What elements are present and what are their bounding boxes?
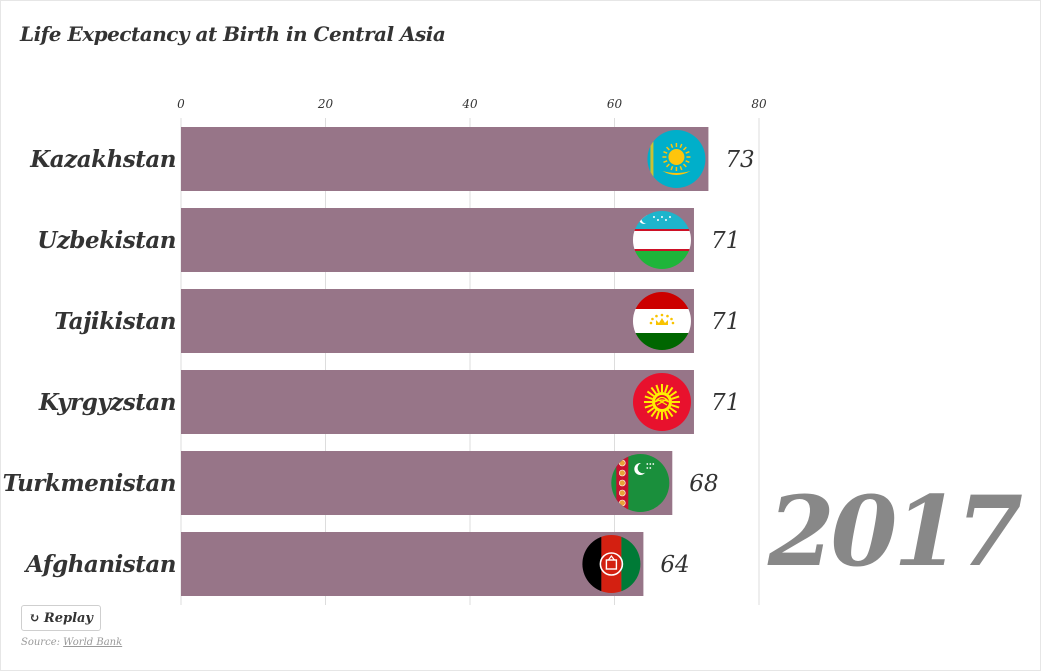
source-prefix: Source:: [21, 637, 60, 648]
year-label: 2017: [767, 475, 1023, 588]
x-tick-label: 80: [751, 97, 767, 111]
category-label: Afghanistan: [24, 551, 176, 578]
category-label: Turkmenistan: [3, 470, 176, 497]
x-tick-label: 60: [607, 97, 623, 111]
replay-icon: ↻: [29, 610, 40, 626]
source-note: Source: World Bank: [21, 637, 122, 648]
tajikistan-flag-icon: [632, 292, 691, 350]
category-label: Tajikistan: [54, 308, 176, 335]
category-label: Kyrgyzstan: [38, 389, 176, 416]
value-label: 71: [711, 390, 740, 416]
category-label: Kazakhstan: [29, 146, 176, 173]
category-label: Uzbekistan: [37, 227, 176, 254]
bar: [181, 208, 694, 272]
kazakhstan-flag-icon: [647, 130, 706, 188]
bar: [181, 289, 694, 353]
replay-label: Replay: [43, 610, 93, 626]
chart-title: Life Expectancy at Birth in Central Asia: [20, 22, 446, 46]
value-label: 71: [711, 228, 740, 254]
kyrgyzstan-flag-icon: [632, 373, 691, 431]
value-label: 64: [660, 552, 689, 578]
source-link[interactable]: World Bank: [63, 637, 123, 648]
bar: [181, 532, 644, 596]
value-label: 73: [725, 147, 754, 173]
value-label: 71: [711, 309, 740, 335]
bar: [181, 127, 709, 191]
x-tick-label: 0: [177, 97, 185, 111]
bar: [181, 451, 673, 515]
uzbekistan-flag-icon: [632, 211, 691, 269]
bar: [181, 370, 694, 434]
afghanistan-flag-icon: [582, 535, 641, 593]
value-label: 68: [689, 471, 718, 497]
x-tick-label: 40: [461, 97, 478, 111]
x-tick-label: 20: [317, 97, 334, 111]
replay-button[interactable]: ↻ Replay: [21, 605, 101, 631]
turkmenistan-flag-icon: [611, 454, 670, 512]
